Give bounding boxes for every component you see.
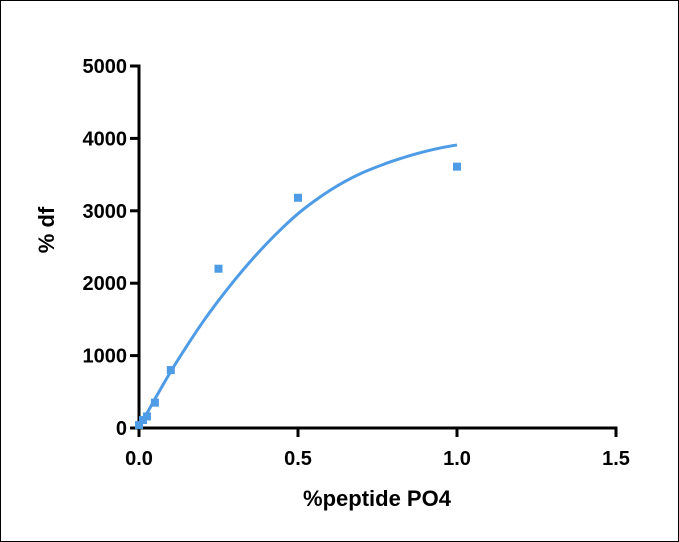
x-tick-label: 0.0: [125, 448, 153, 470]
x-axis-title: %peptide PO4: [303, 486, 452, 511]
x-tick-label: 1.0: [443, 448, 471, 470]
y-tick-label: 1000: [83, 346, 128, 368]
y-tick-label: 3000: [83, 201, 128, 223]
fit-curve-group: [137, 143, 458, 429]
y-tick-label: 0: [116, 418, 127, 440]
data-point: [135, 421, 143, 430]
x-tick-label: 0.5: [284, 448, 312, 470]
y-tick-label: 4000: [83, 128, 128, 150]
data-points-group: [135, 162, 461, 430]
y-tick-label: 2000: [83, 273, 128, 295]
x-tick-label: 1.5: [602, 448, 630, 470]
y-axis-title: % df: [34, 206, 59, 253]
y-tick-label: 5000: [83, 56, 128, 78]
fit-curve: [137, 143, 458, 429]
data-point: [166, 366, 175, 375]
data-point: [214, 264, 223, 273]
data-point: [294, 193, 302, 202]
tick-labels-group: 0 1000 2000 3000 4000 5000 0.0 0.5 1.0 1.5: [83, 56, 630, 470]
data-point: [150, 398, 159, 407]
axes: [130, 64, 618, 437]
data-point: [453, 162, 461, 171]
data-point: [142, 412, 151, 421]
